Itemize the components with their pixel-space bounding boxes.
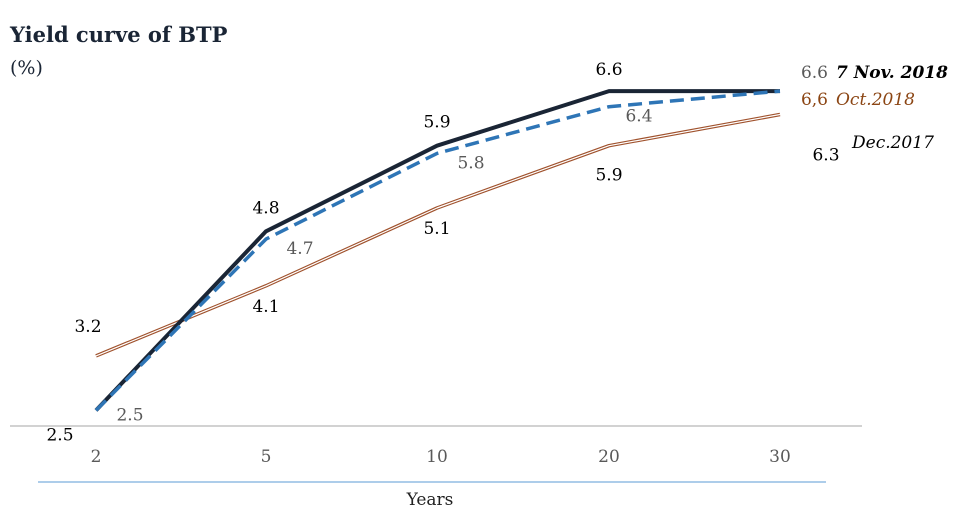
series-line-oct-2018 (94, 89, 781, 412)
legend-series-name: Oct.2018 (836, 90, 915, 110)
data-label-dec-2017: 5.9 (595, 166, 622, 186)
data-labels: 2.5 4.8 5.9 6.6 2.5 4.7 5.8 6.4 3.2 4.1 5.1 5.9 6.3 (46, 60, 839, 445)
data-label-dec-2017: 3.2 (74, 317, 101, 337)
legend-series-name: Dec.2017 (851, 133, 934, 153)
legend-value: 6.6 (801, 63, 828, 83)
series-line-dec-2017-inner (95, 113, 781, 357)
chart-title: Yield curve of BTP (9, 22, 228, 47)
data-label-dec-2017: 5.1 (423, 219, 450, 239)
x-tick-label: 20 (598, 447, 620, 467)
data-label-dec-2017: 6.3 (812, 146, 839, 166)
data-label-7-nov-2018: 2.5 (46, 425, 73, 445)
legend-value: 6,6 (801, 90, 828, 110)
series-legend: 6.6 7 Nov. 2018 6,6 Oct.2018 Dec.2017 (801, 63, 948, 153)
chart-subtitle: (%) (10, 57, 43, 79)
x-tick-label: 10 (426, 447, 448, 467)
x-tick-label: 5 (261, 447, 272, 467)
legend-series-name: 7 Nov. 2018 (836, 63, 948, 83)
data-label-7-nov-2018: 4.8 (252, 198, 279, 218)
data-label-oct-2018: 6.4 (625, 107, 652, 127)
x-tick-label: 2 (91, 447, 102, 467)
data-label-dec-2017: 4.1 (252, 297, 279, 317)
series-line-7-nov-2018 (94, 89, 780, 412)
x-axis-ticks: 2 5 10 20 30 (91, 447, 791, 467)
x-axis-title: Years (406, 490, 454, 508)
data-label-7-nov-2018: 5.9 (423, 113, 450, 133)
data-label-7-nov-2018: 6.6 (595, 60, 622, 80)
data-label-oct-2018: 2.5 (116, 405, 143, 425)
series-lines (94, 89, 781, 412)
x-tick-label: 30 (769, 447, 791, 467)
data-label-oct-2018: 4.7 (286, 239, 313, 259)
data-label-oct-2018: 5.8 (457, 153, 484, 173)
